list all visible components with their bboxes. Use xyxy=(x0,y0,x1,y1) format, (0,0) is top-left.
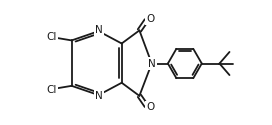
Text: O: O xyxy=(146,102,154,112)
Text: N: N xyxy=(95,91,103,101)
Text: O: O xyxy=(146,14,154,24)
Text: Cl: Cl xyxy=(47,32,57,42)
Text: Cl: Cl xyxy=(47,85,57,95)
Text: N: N xyxy=(148,58,156,68)
Text: N: N xyxy=(95,25,103,35)
